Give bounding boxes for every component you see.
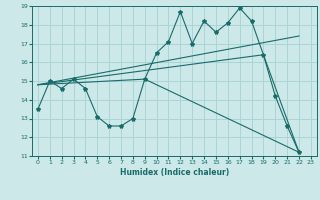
X-axis label: Humidex (Indice chaleur): Humidex (Indice chaleur) xyxy=(120,168,229,177)
